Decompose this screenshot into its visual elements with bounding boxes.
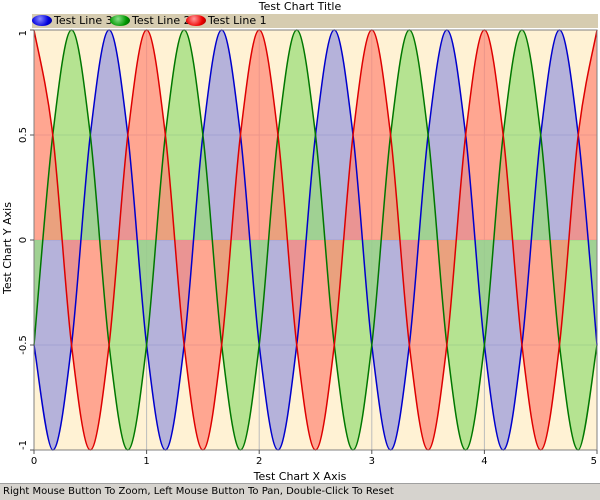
chart-title: Test Chart Title bbox=[258, 0, 342, 13]
x-tick-label: 4 bbox=[481, 456, 487, 467]
legend-swatch-icon bbox=[186, 15, 206, 26]
legend-label: Test Line 1 bbox=[208, 14, 267, 27]
x-axis-label: Test Chart X Axis bbox=[253, 470, 347, 483]
x-tick-label: 5 bbox=[591, 456, 597, 467]
status-bar: Right Mouse Button To Zoom, Left Mouse B… bbox=[0, 483, 600, 500]
y-tick-label: 0 bbox=[18, 237, 29, 243]
y-tick-label: 1 bbox=[18, 30, 29, 36]
legend: Test Line 3 Test Line 2 Test Line 1 bbox=[32, 14, 598, 28]
legend-label: Test Line 2 bbox=[132, 14, 191, 27]
y-axis-label: Test Chart Y Axis bbox=[1, 202, 14, 294]
area-fills bbox=[34, 30, 597, 450]
legend-swatch-icon bbox=[110, 15, 130, 26]
x-tick-label: 3 bbox=[369, 456, 375, 467]
y-tick-label: 0.5 bbox=[18, 127, 29, 143]
legend-swatch-icon bbox=[32, 15, 52, 26]
tick-labels: 0 1 2 3 4 5 -1 -0.5 0 0.5 1 bbox=[18, 29, 598, 467]
x-tick-label: 2 bbox=[256, 456, 262, 467]
legend-label: Test Line 3 bbox=[54, 14, 113, 27]
y-tick-label: -1 bbox=[18, 440, 29, 450]
x-tick-label: 1 bbox=[143, 456, 149, 467]
x-tick-label: 0 bbox=[31, 456, 37, 467]
y-tick-label: -0.5 bbox=[18, 335, 29, 355]
series-area-3 bbox=[34, 30, 597, 450]
